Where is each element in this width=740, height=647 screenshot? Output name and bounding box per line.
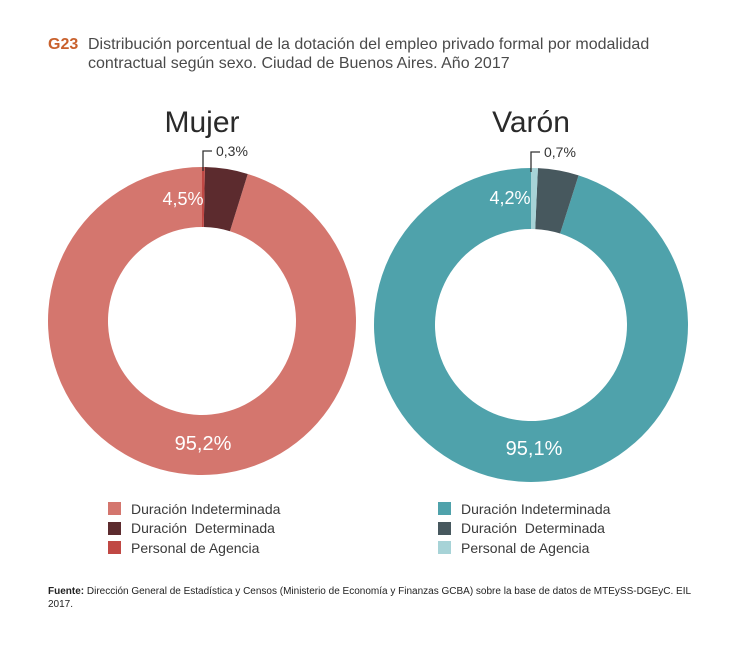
legend-label: Duración Determinada	[461, 520, 605, 537]
donut-slice	[531, 168, 538, 230]
data-label: 95,2%	[175, 433, 232, 455]
legend-mujer: Duración Indeterminada Duración Determin…	[108, 499, 280, 558]
source-text: Dirección General de Estadística y Censo…	[48, 586, 691, 610]
legend-label: Duración Indeterminada	[131, 500, 281, 517]
figure-title-text: Distribución porcentual de la dotación d…	[88, 36, 650, 72]
donut-slice	[47, 167, 356, 476]
data-label: 95,1%	[506, 438, 563, 460]
donut-chart-mujer: Mujer 95,2% 4,5% 0,3%	[47, 106, 356, 476]
data-label: 0,7%	[544, 144, 576, 160]
legend-item: Duración Indeterminada	[108, 499, 280, 519]
donut-chart-varon: Varón 95,1% 4,2% 0,7%	[374, 106, 689, 482]
legend-label: Duración Determinada	[131, 520, 275, 537]
legend-label: Personal de Agencia	[131, 539, 260, 556]
legend-label: Personal de Agencia	[461, 539, 590, 556]
legend-item: Personal de Agencia	[108, 538, 280, 558]
chart-title: Mujer	[164, 106, 239, 139]
legend-swatch	[438, 521, 451, 535]
source-label: Fuente:	[48, 586, 85, 597]
donut-slice	[203, 167, 248, 232]
legend-item: Duración Indeterminada	[438, 499, 610, 519]
legend-varon: Duración Indeterminada Duración Determin…	[438, 499, 610, 558]
legend-swatch	[438, 541, 451, 555]
legend-swatch	[108, 541, 121, 555]
donut-slice	[535, 168, 579, 234]
data-label: 4,5%	[162, 189, 203, 209]
legend-item: Duración Determinada	[438, 519, 610, 539]
callout-line	[202, 150, 212, 171]
legend-item: Duración Determinada	[108, 519, 280, 539]
callout-line	[530, 151, 540, 172]
chart-title: Varón	[492, 106, 570, 139]
legend-swatch	[438, 502, 451, 516]
legend-swatch	[108, 502, 121, 516]
figure-title: G23 Distribución porcentual de la dotaci…	[48, 35, 708, 73]
donut-slice	[374, 168, 689, 482]
data-label: 0,3%	[216, 143, 248, 159]
figure-code: G23	[48, 36, 79, 53]
donut-slice	[202, 167, 205, 228]
source-note: Fuente: Dirección General de Estadística…	[48, 585, 708, 611]
data-label: 4,2%	[489, 188, 530, 208]
legend-swatch	[108, 521, 121, 535]
legend-item: Personal de Agencia	[438, 538, 610, 558]
legend-label: Duración Indeterminada	[461, 500, 611, 517]
